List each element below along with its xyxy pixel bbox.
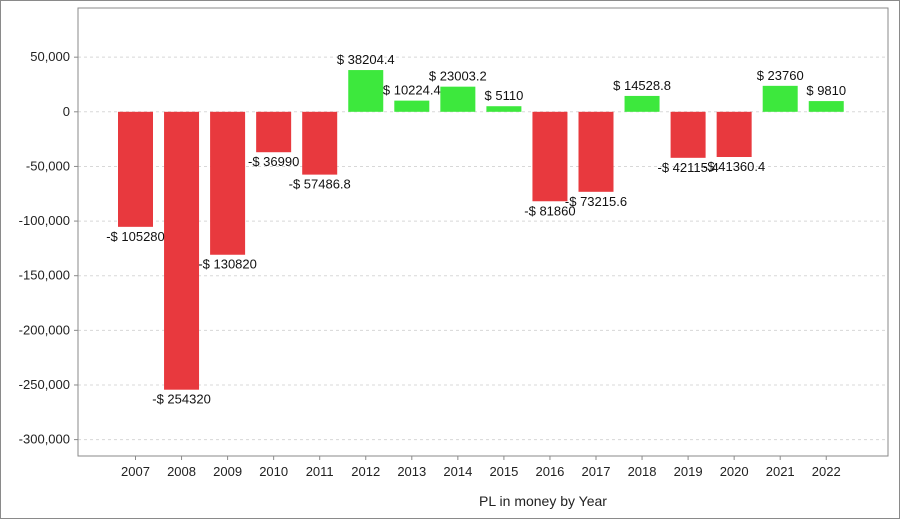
x-tick-labels: 2007 2008 2009 2010 2011 2012 2013 2014 2015 2016… — [121, 464, 841, 479]
data-label: -$ 81860 — [524, 203, 575, 218]
bar — [118, 111, 153, 227]
bar — [210, 111, 246, 255]
x-tick-label: 2020 — [720, 464, 749, 479]
bar — [302, 111, 338, 175]
x-axis-title: PL in money by Year — [479, 493, 607, 509]
data-label: -$ 73215.6 — [565, 194, 627, 209]
data-label: -$ 105280 — [106, 229, 165, 244]
y-tick-label: -250,000 — [19, 377, 70, 392]
bars — [118, 70, 844, 390]
x-tick-label: 2016 — [535, 464, 564, 479]
y-tick-label: -100,000 — [19, 213, 70, 228]
y-tick-label: -150,000 — [19, 268, 70, 283]
data-label: $ 14528.8 — [613, 78, 671, 93]
grid-lines — [78, 56, 888, 441]
data-labels: -$ 105280 -$ 254320 -$ 130820 -$ 36990 -$ 57… — [106, 52, 846, 407]
x-tick-label: 2007 — [121, 464, 150, 479]
bar — [256, 111, 292, 153]
data-label: -$ 57486.8 — [289, 177, 351, 192]
x-tick-label: 2014 — [443, 464, 472, 479]
y-tick-label: 0 — [63, 104, 70, 119]
bar — [624, 95, 660, 112]
axes — [74, 7, 889, 460]
data-label: $ 10224.4 — [383, 83, 441, 98]
x-tick-label: 2009 — [213, 464, 242, 479]
data-label: $ 23760 — [757, 68, 804, 83]
bar — [670, 111, 706, 158]
bar — [532, 111, 568, 202]
bar — [716, 111, 752, 157]
data-label: -$ 130820 — [198, 257, 257, 272]
y-tick-label: -50,000 — [26, 158, 70, 173]
x-tick-label: 2015 — [489, 464, 518, 479]
data-label: $ 9810 — [806, 83, 846, 98]
y-tick-label: 50,000 — [30, 49, 70, 64]
x-tick-label: 2008 — [167, 464, 196, 479]
x-tick-label: 2012 — [351, 464, 380, 479]
data-label: -$ 254320 — [152, 392, 211, 407]
bar — [164, 111, 200, 390]
x-tick-label: 2010 — [259, 464, 288, 479]
y-tick-label: -300,000 — [19, 432, 70, 447]
y-tick-labels: 50,000 0 -50,000 -100,000 -150,000 -200,000 -2… — [19, 49, 70, 446]
bar — [808, 101, 844, 112]
data-label: -$ 36990 — [248, 154, 299, 169]
bar — [486, 106, 522, 112]
x-tick-label: 2018 — [628, 464, 657, 479]
x-tick-label: 2017 — [582, 464, 611, 479]
plot-area-border — [77, 7, 889, 457]
bar — [578, 111, 614, 192]
bar — [440, 86, 476, 112]
x-tick-label: 2013 — [397, 464, 426, 479]
x-tick-label: 2019 — [674, 464, 703, 479]
data-label: $ 38204.4 — [337, 52, 395, 67]
x-tick-label: 2011 — [306, 464, 334, 479]
data-label: $ 23003.2 — [429, 69, 487, 84]
x-tick-label: 2022 — [812, 464, 841, 479]
data-label: -$ 41360.4 — [703, 159, 765, 174]
x-tick-label: 2021 — [766, 464, 795, 479]
bar — [762, 85, 798, 112]
data-label: $ 5110 — [485, 88, 524, 103]
y-tick-label: -200,000 — [19, 322, 70, 337]
data-label: -$ 42115.4 — [657, 160, 718, 175]
bar — [394, 100, 430, 112]
bar — [348, 70, 384, 112]
